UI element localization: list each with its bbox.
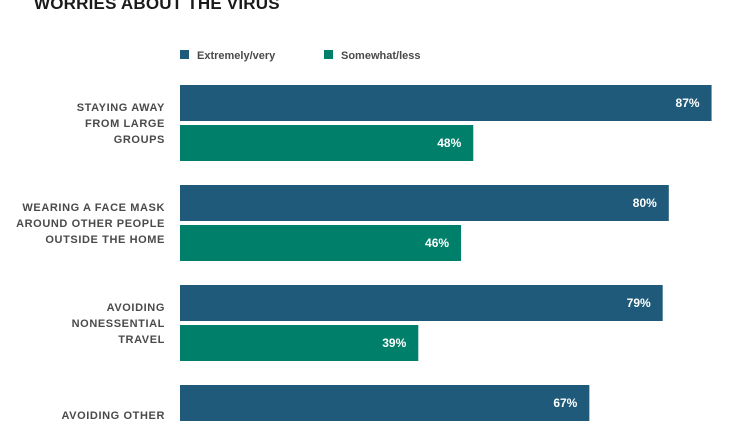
data-label: 87% bbox=[676, 96, 700, 110]
category-label: AVOIDING NONESSENTIAL TRAVEL bbox=[72, 302, 165, 346]
category-labels: STAYING AWAY FROM LARGE GROUPS WEARING A FA… bbox=[16, 102, 165, 426]
bar bbox=[180, 285, 663, 321]
category-label: WEARING A FACE MASK AROUND OTHER PEOPLE OU… bbox=[16, 202, 165, 246]
legend-label-0: Extremely/very bbox=[197, 50, 276, 62]
data-label: 46% bbox=[425, 236, 449, 250]
data-label: 67% bbox=[553, 396, 577, 410]
bar bbox=[180, 225, 462, 261]
data-label: 48% bbox=[437, 136, 461, 150]
legend-swatch-1 bbox=[324, 50, 333, 59]
bar bbox=[180, 125, 474, 161]
data-label: 80% bbox=[633, 196, 657, 210]
value-labels: 87% 48% 80% 46% 79% 39% 67% bbox=[382, 96, 700, 410]
legend: Extremely/very Somewhat/less bbox=[180, 50, 420, 62]
data-label: 79% bbox=[627, 296, 651, 310]
bar bbox=[180, 325, 419, 361]
legend-label-1: Somewhat/less bbox=[341, 50, 420, 62]
chart-title: WORRIES ABOUT THE VIRUS bbox=[34, 0, 280, 13]
bar bbox=[180, 385, 590, 421]
bar bbox=[180, 185, 669, 221]
bars bbox=[180, 85, 712, 421]
data-label: 39% bbox=[382, 336, 406, 350]
bar bbox=[180, 85, 712, 121]
category-label: STAYING AWAY FROM LARGE GROUPS bbox=[77, 102, 165, 146]
legend-swatch-0 bbox=[180, 50, 189, 59]
